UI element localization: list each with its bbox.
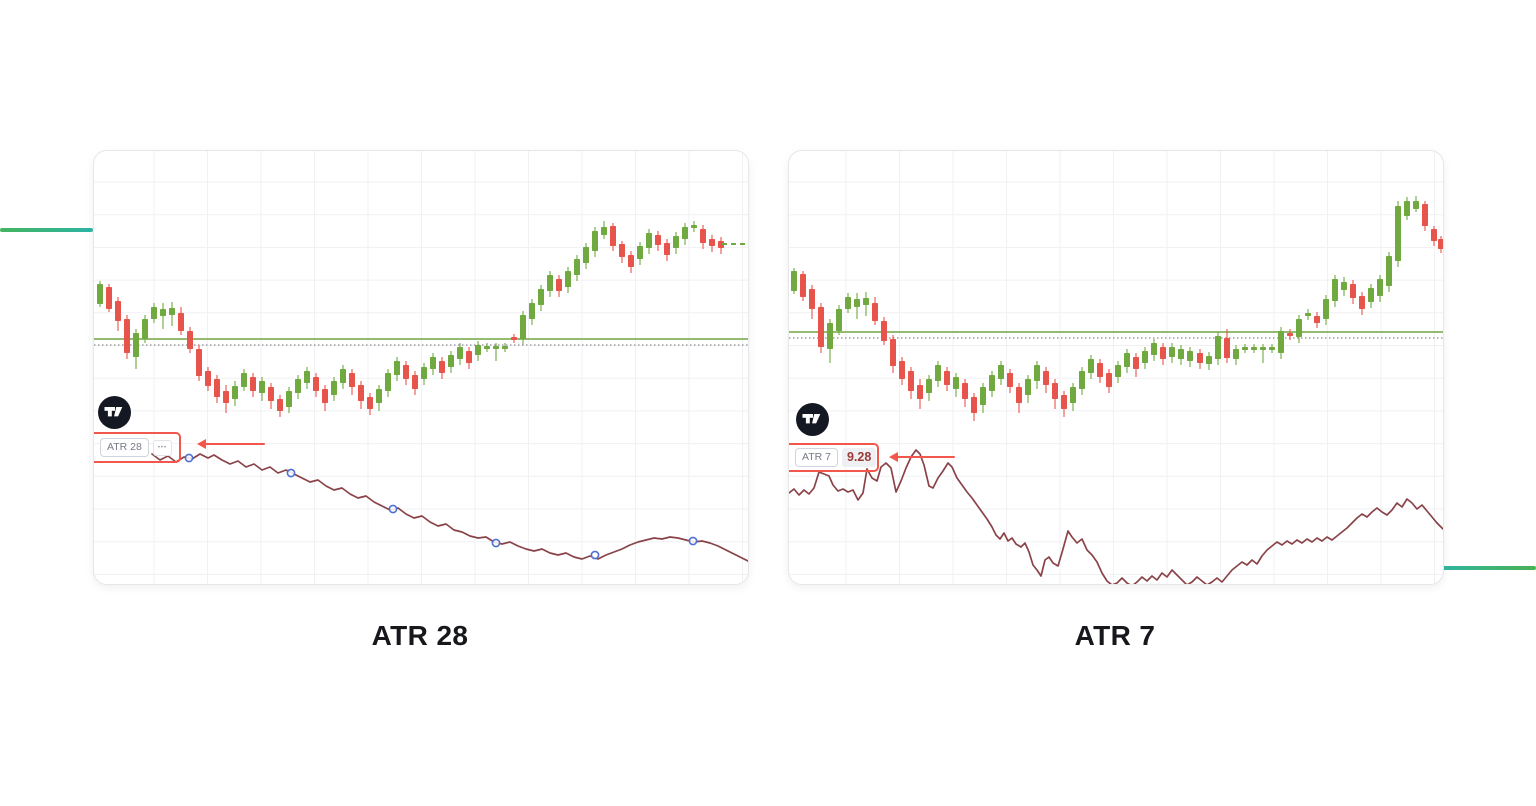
arrow-head-icon: [889, 452, 898, 462]
arrow-head-icon: [197, 439, 206, 449]
indicator-menu-dots-button[interactable]: •••: [152, 439, 173, 456]
tradingview-logo[interactable]: [796, 403, 829, 436]
candlestick-chart-atr28[interactable]: [94, 151, 748, 584]
tradingview-logo[interactable]: [98, 396, 131, 429]
caption-atr28: ATR 28: [371, 620, 469, 651]
tradingview-logo-icon: [98, 396, 131, 429]
candlestick-chart-atr7[interactable]: [789, 151, 1443, 584]
chart-card-atr28: ATR 28 •••: [93, 150, 749, 585]
arrow-shaft: [896, 456, 955, 458]
annotation-highlight-box: ATR 28 •••: [94, 432, 181, 463]
accent-line-right: [1442, 566, 1536, 570]
annotation-highlight-box: ATR 7 9.28: [789, 443, 879, 472]
accent-line-left: [0, 228, 93, 232]
tradingview-logo-icon: [796, 403, 829, 436]
indicator-value-readout: 9.28: [841, 448, 877, 467]
annotation-arrow: [889, 452, 955, 462]
arrow-shaft: [204, 443, 265, 445]
annotation-arrow: [197, 439, 265, 449]
caption-atr7: ATR 7: [1074, 620, 1156, 651]
chart-card-atr7: ATR 7 9.28: [788, 150, 1444, 585]
indicator-name-pill[interactable]: ATR 7: [795, 448, 838, 467]
indicator-name-pill[interactable]: ATR 28: [100, 438, 149, 457]
